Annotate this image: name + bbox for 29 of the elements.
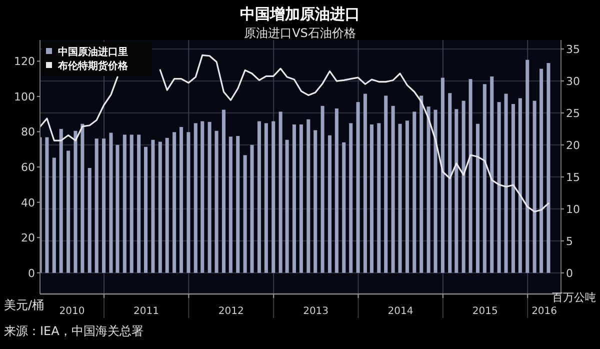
y2label: 百万公吨 — [552, 291, 596, 304]
ytick: 20 — [21, 232, 35, 245]
annotation: 来源：IEA，中国海关总署 — [4, 324, 144, 338]
ylabel: 美元/桶 — [4, 298, 44, 312]
ytick: 0 — [28, 266, 35, 280]
xtick: 2016 — [532, 306, 558, 317]
xtick: 2012 — [218, 306, 244, 317]
y2tick: 5 — [566, 234, 573, 248]
y2tick: 35 — [566, 42, 580, 56]
y2tick: 15 — [566, 170, 580, 184]
y2tick: 0 — [566, 266, 573, 280]
title: 中国增加原油进口 — [240, 5, 360, 23]
subtitle: 原油进口VS石油价格 — [244, 26, 356, 40]
y2tick: 20 — [566, 138, 580, 152]
legend-label: 布伦特期货价格 — [58, 61, 128, 72]
ytick: 120 — [14, 55, 35, 68]
ytick: 100 — [14, 90, 35, 104]
ytick: 40 — [21, 196, 35, 210]
ytick: 60 — [21, 161, 35, 174]
xtick: 2014 — [388, 306, 414, 317]
ytick: 80 — [21, 126, 35, 139]
xtick: 2015 — [472, 306, 498, 317]
y2tick: 10 — [566, 202, 580, 216]
xtick: 2010 — [59, 306, 85, 317]
y2tick: 25 — [566, 106, 580, 120]
xtick: 2013 — [303, 306, 329, 317]
xtick: 2011 — [134, 306, 159, 317]
y2tick: 30 — [566, 74, 580, 88]
legend-label: 中国原油进口里 — [58, 47, 128, 58]
